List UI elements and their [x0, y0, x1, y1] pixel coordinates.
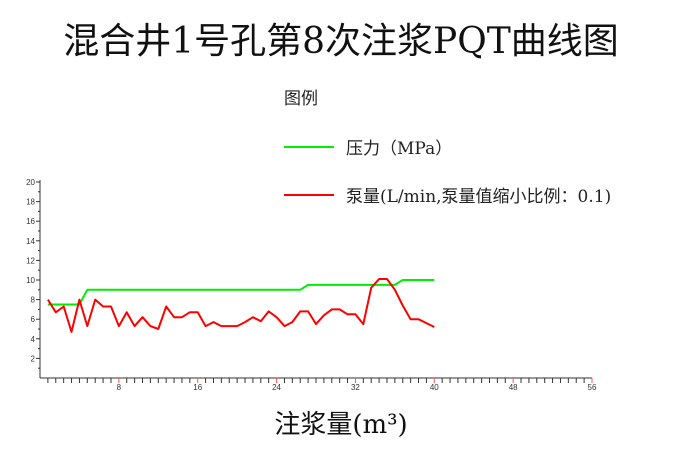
- legend-label-flow: 泵量(L/min,泵量值缩小比例：0.1): [346, 187, 612, 207]
- legend-item-flow: 泵量(L/min,泵量值缩小比例：0.1): [284, 182, 611, 207]
- legend-title: 图例: [284, 89, 318, 109]
- x-tick-label: 24: [272, 383, 281, 392]
- y-tick-label: 8: [31, 296, 36, 305]
- legend-label-pressure: 压力（MPa）: [346, 139, 453, 159]
- flow-line: [47, 278, 435, 333]
- x-tick-label: 32: [351, 383, 360, 392]
- chart-title: 混合井1号孔第8次注浆PQT曲线图: [63, 21, 619, 62]
- y-tick-label: 12: [26, 256, 35, 265]
- x-tick-label: 56: [588, 383, 597, 392]
- y-tick-label: 14: [26, 237, 35, 246]
- legend-swatch-flow: [284, 193, 334, 196]
- x-tick-label: 48: [509, 383, 518, 392]
- legend-item-pressure: 压力（MPa）: [284, 134, 452, 159]
- x-axis-label: 注浆量(m³): [274, 410, 408, 440]
- y-tick-label: 16: [26, 217, 35, 226]
- x-tick-label: 8: [117, 383, 122, 392]
- y-tick-label: 4: [31, 335, 36, 344]
- legend-swatch-pressure: [284, 145, 334, 148]
- x-tick-label: 16: [193, 383, 202, 392]
- y-tick-label: 6: [31, 315, 36, 324]
- pressure-line: [47, 279, 435, 306]
- y-tick-label: 20: [26, 178, 35, 187]
- y-tick-label: 10: [26, 276, 35, 285]
- x-tick-label: 40: [430, 383, 439, 392]
- y-tick-label: 18: [26, 198, 35, 207]
- y-tick-label: 2: [31, 354, 36, 363]
